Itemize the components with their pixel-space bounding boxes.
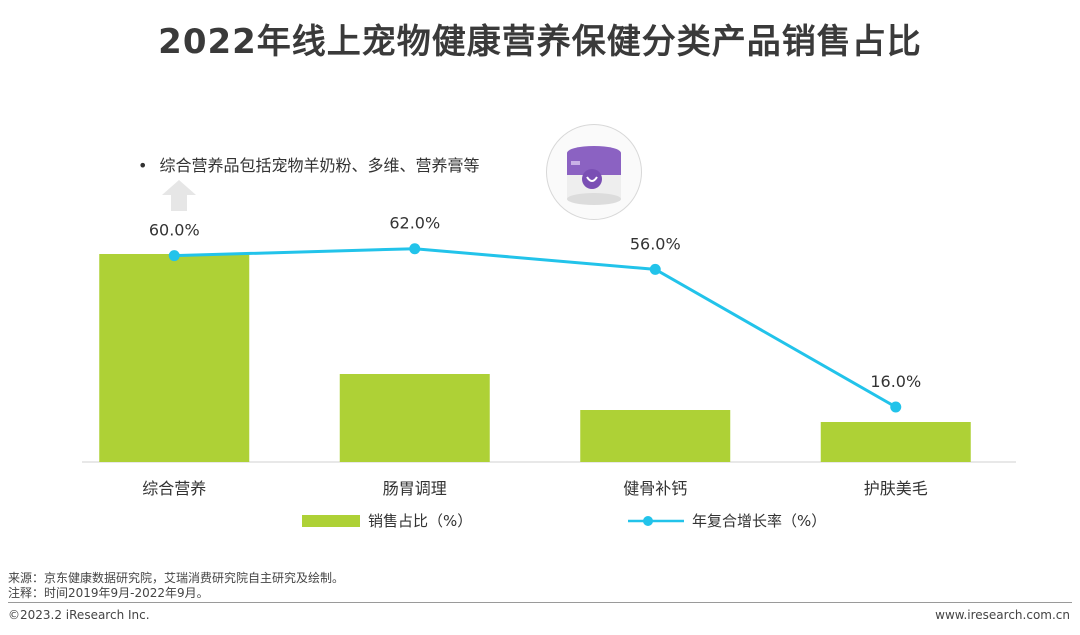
data-label: 56.0% bbox=[630, 234, 681, 253]
data-label: 16.0% bbox=[870, 372, 921, 391]
data-label: 60.0% bbox=[149, 221, 200, 240]
footer-source: 来源：京东健康数据研究院，艾瑞消费研究院自主研究及绘制。 bbox=[8, 571, 345, 585]
bar-1 bbox=[99, 254, 250, 462]
note-text: 综合营养品包括宠物羊奶粉、多维、营养膏等 bbox=[159, 156, 480, 175]
bar-2 bbox=[339, 374, 490, 462]
footer-note: 注释：时间2019年9月-2022年9月。 bbox=[8, 586, 209, 600]
x-tick-label: 肠胃调理 bbox=[383, 479, 447, 498]
arrow-up-icon bbox=[162, 180, 196, 211]
growth-point-4 bbox=[890, 401, 902, 413]
legend-item-line: 年复合增长率（%） bbox=[628, 510, 826, 531]
growth-point-2 bbox=[409, 243, 421, 255]
x-tick-label: 健骨补钙 bbox=[623, 479, 687, 498]
data-label: 62.0% bbox=[389, 214, 440, 233]
bar-3 bbox=[580, 410, 731, 462]
growth-point-1 bbox=[168, 250, 180, 262]
x-tick-label: 综合营养 bbox=[142, 479, 206, 498]
growth-point-3 bbox=[649, 263, 661, 275]
footer-copyright: ©2023.2 iResearch Inc. bbox=[8, 608, 150, 622]
footer-divider bbox=[8, 602, 1072, 603]
legend-line-label: 年复合增长率（%） bbox=[692, 512, 827, 530]
product-image bbox=[546, 124, 642, 220]
goat-milk-can-icon bbox=[567, 146, 621, 205]
x-tick-label: 护肤美毛 bbox=[864, 479, 928, 498]
chart-canvas: 60.0% 62.0% 56.0% 16.0% 综合营养 肠胃调理 健骨补钙 护肤美毛 bbox=[82, 214, 1016, 498]
chart-note: • 综合营养品包括宠物羊奶粉、多维、营养膏等 bbox=[138, 152, 479, 176]
page-title: 2022年线上宠物健康营养保健分类产品销售占比 bbox=[158, 22, 922, 62]
note-bullet: • bbox=[138, 156, 148, 175]
legend-bar-label: 销售占比（%） bbox=[368, 512, 473, 530]
legend-item-bar: 销售占比（%） bbox=[302, 510, 472, 531]
bar-4 bbox=[820, 422, 971, 462]
footer-website[interactable]: www.iresearch.com.cn bbox=[935, 608, 1070, 622]
legend-line-swatch bbox=[628, 515, 684, 526]
legend-bar-swatch bbox=[302, 514, 360, 527]
growth-line bbox=[174, 247, 897, 409]
